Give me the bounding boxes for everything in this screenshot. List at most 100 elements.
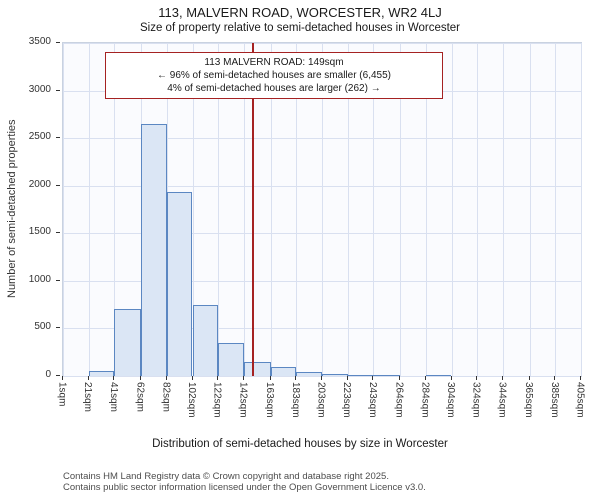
x-tick-mark [217,376,219,380]
x-tick-mark [242,376,244,380]
grid-line-horizontal [63,328,581,330]
y-tick-mark [56,42,60,43]
grid-line-horizontal [63,138,581,140]
x-tick-mark [424,376,426,380]
y-tick-label: 3500 [28,36,51,47]
grid-line-vertical [270,43,272,376]
y-tick-mark [56,232,60,234]
grid-line-horizontal [63,376,581,377]
histogram-bar [114,309,142,376]
grid-line-vertical [581,43,582,376]
annotation-smaller-line: ← 96% of semi-detached houses are smalle… [156,70,391,81]
x-tick-mark [476,376,478,380]
grid-line-vertical [502,43,504,376]
y-tick-mark [56,184,60,186]
x-tick-label: 1sqm [56,382,68,407]
grid-line-vertical [451,43,453,376]
y-tick-mark [56,375,60,376]
grid-line-vertical [347,43,349,376]
histogram-bar [270,367,297,376]
histogram-bar [425,375,452,376]
y-tick-label: 1000 [28,273,51,285]
x-tick-label: 82sqm [160,382,172,413]
x-tick-mark [501,376,503,380]
x-tick-label: 102sqm [186,382,197,418]
x-tick-label: 163sqm [264,382,276,418]
grid-line-vertical [400,43,402,376]
x-tick-label: 203sqm [315,382,327,418]
y-tick-label: 500 [34,321,51,333]
x-tick-mark [372,376,374,380]
histogram-bar [88,371,115,376]
grid-line-vertical [529,43,531,376]
grid-line-vertical [192,43,194,376]
x-tick-mark [165,376,167,380]
x-tick-mark [295,376,297,380]
grid-line-horizontal [63,185,581,187]
x-tick-mark [269,376,271,380]
x-tick-mark [450,376,452,380]
x-tick-label: 385sqm [548,382,560,418]
x-tick-label: 223sqm [341,382,353,418]
x-tick-mark [528,376,530,380]
x-tick-mark [554,376,556,380]
grid-line-vertical [425,43,427,376]
x-tick-label: 405sqm [574,382,586,418]
x-tick-label: 62sqm [134,382,146,413]
x-tick-label: 243sqm [366,382,378,418]
y-tick-label: 0 [45,369,51,380]
y-axis-ticks: 0 500 1000 1500 2000 2500 3000 3500 [0,36,60,380]
x-tick-label: 41sqm [107,382,119,413]
histogram-bar [141,123,167,376]
histogram-bar [243,361,271,376]
x-tick-mark [113,376,115,380]
footer-copyright-line: Contains HM Land Registry data © Crown c… [63,471,389,482]
grid-line-vertical [477,43,479,376]
y-tick-label: 3000 [28,83,51,95]
footer-licence-line: Contains public sector information licen… [63,482,426,493]
grid-line-horizontal [63,43,581,44]
x-tick-label: 142sqm [237,382,249,418]
x-tick-label: 183sqm [289,382,301,418]
property-size-marker-line [251,43,254,376]
x-tick-label: 365sqm [523,382,535,418]
x-tick-label: 324sqm [470,382,482,418]
x-axis-label: Distribution of semi-detached houses by … [152,438,448,450]
x-tick-mark [62,376,63,380]
x-tick-mark [140,376,142,380]
histogram-bar [218,342,244,376]
x-axis-ticks: 1sqm 21sqm 41sqm 62sqm 82sqm 102sqm 122sqm 142s… [57,376,586,436]
x-tick-mark [580,376,581,380]
histogram-bar [322,374,348,376]
x-tick-label: 284sqm [419,382,431,418]
histogram-bar [373,375,401,376]
x-tick-label: 344sqm [496,382,508,418]
histogram-bar [192,304,219,376]
y-tick-mark [56,279,60,281]
annotation-larger-line: 4% of semi-detached houses are larger (2… [167,83,381,94]
x-tick-mark [321,376,322,380]
y-tick-mark [56,89,60,91]
x-tick-mark [346,376,348,380]
chart-subtitle: Size of property relative to semi-detach… [139,22,461,34]
x-tick-label: 264sqm [393,382,405,418]
grid-line-vertical [555,43,557,376]
x-tick-label: 304sqm [445,382,456,418]
x-tick-mark [191,376,193,380]
y-tick-mark [56,137,60,139]
grid-line-vertical [322,43,323,376]
grid-line-vertical [373,43,375,376]
x-tick-mark [87,376,89,380]
x-tick-label: 21sqm [82,382,94,413]
x-tick-label: 122sqm [211,382,223,418]
grid-line-horizontal [63,280,581,282]
y-tick-label: 2500 [28,131,51,143]
y-tick-mark [56,327,60,329]
histogram-bar [296,372,322,376]
y-tick-label: 1500 [28,226,51,238]
grid-line-vertical [243,43,245,376]
grid-line-vertical [114,43,116,376]
grid-line-vertical [88,43,90,376]
histogram-bar [347,375,374,376]
